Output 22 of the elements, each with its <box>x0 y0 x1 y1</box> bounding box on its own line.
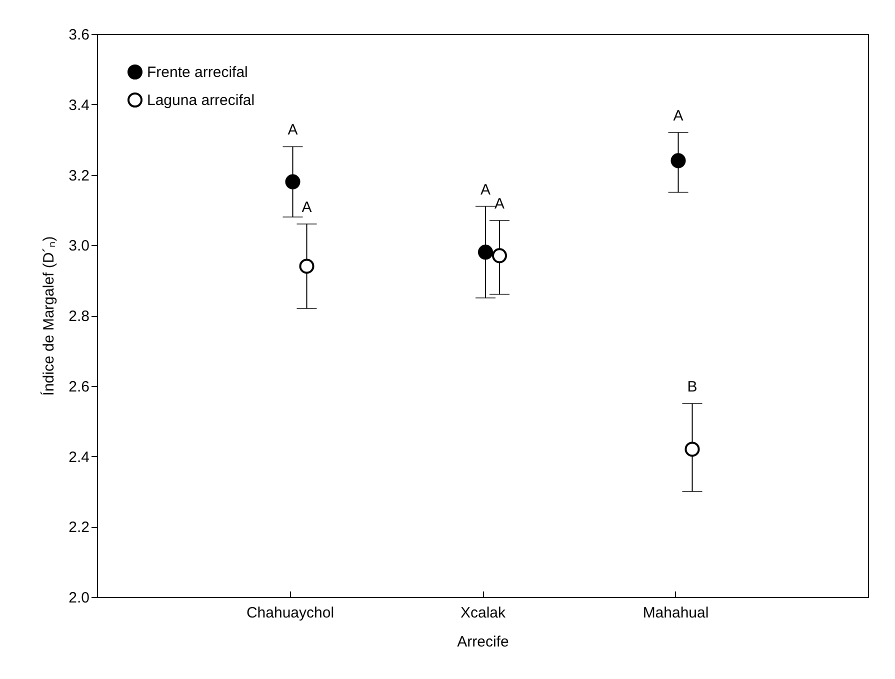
y-tick-label: 2.6 <box>68 378 90 396</box>
data-label: A <box>494 195 505 212</box>
y-tick-label: 3.6 <box>68 26 90 44</box>
legend-label: Frente arrecifal <box>147 64 248 81</box>
y-tick-label: 2.0 <box>68 590 90 606</box>
data-label: A <box>480 181 491 198</box>
y-tick-label: 3.4 <box>68 96 90 114</box>
x-tick-label: Chahuaychol <box>246 604 334 622</box>
data-label: A <box>302 199 312 216</box>
data-label: B <box>687 378 698 396</box>
x-axis-title: Arrecife <box>457 634 509 650</box>
x-tick-label: Xcalak <box>460 604 506 622</box>
y-tick-label: 2.2 <box>68 519 90 536</box>
data-label: A <box>673 108 684 125</box>
y-tick-label: 3.2 <box>68 167 90 184</box>
data-label: A <box>288 122 298 139</box>
y-tick-label: 2.4 <box>68 448 90 466</box>
y-tick-label: 2.8 <box>68 308 90 325</box>
y-axis-title: Índice de Margalef (D´ₙ) <box>40 236 58 396</box>
x-tick-label: Mahahual <box>642 604 709 622</box>
legend-label: Laguna arrecifal <box>147 92 255 109</box>
y-tick-label: 3.0 <box>68 238 90 255</box>
